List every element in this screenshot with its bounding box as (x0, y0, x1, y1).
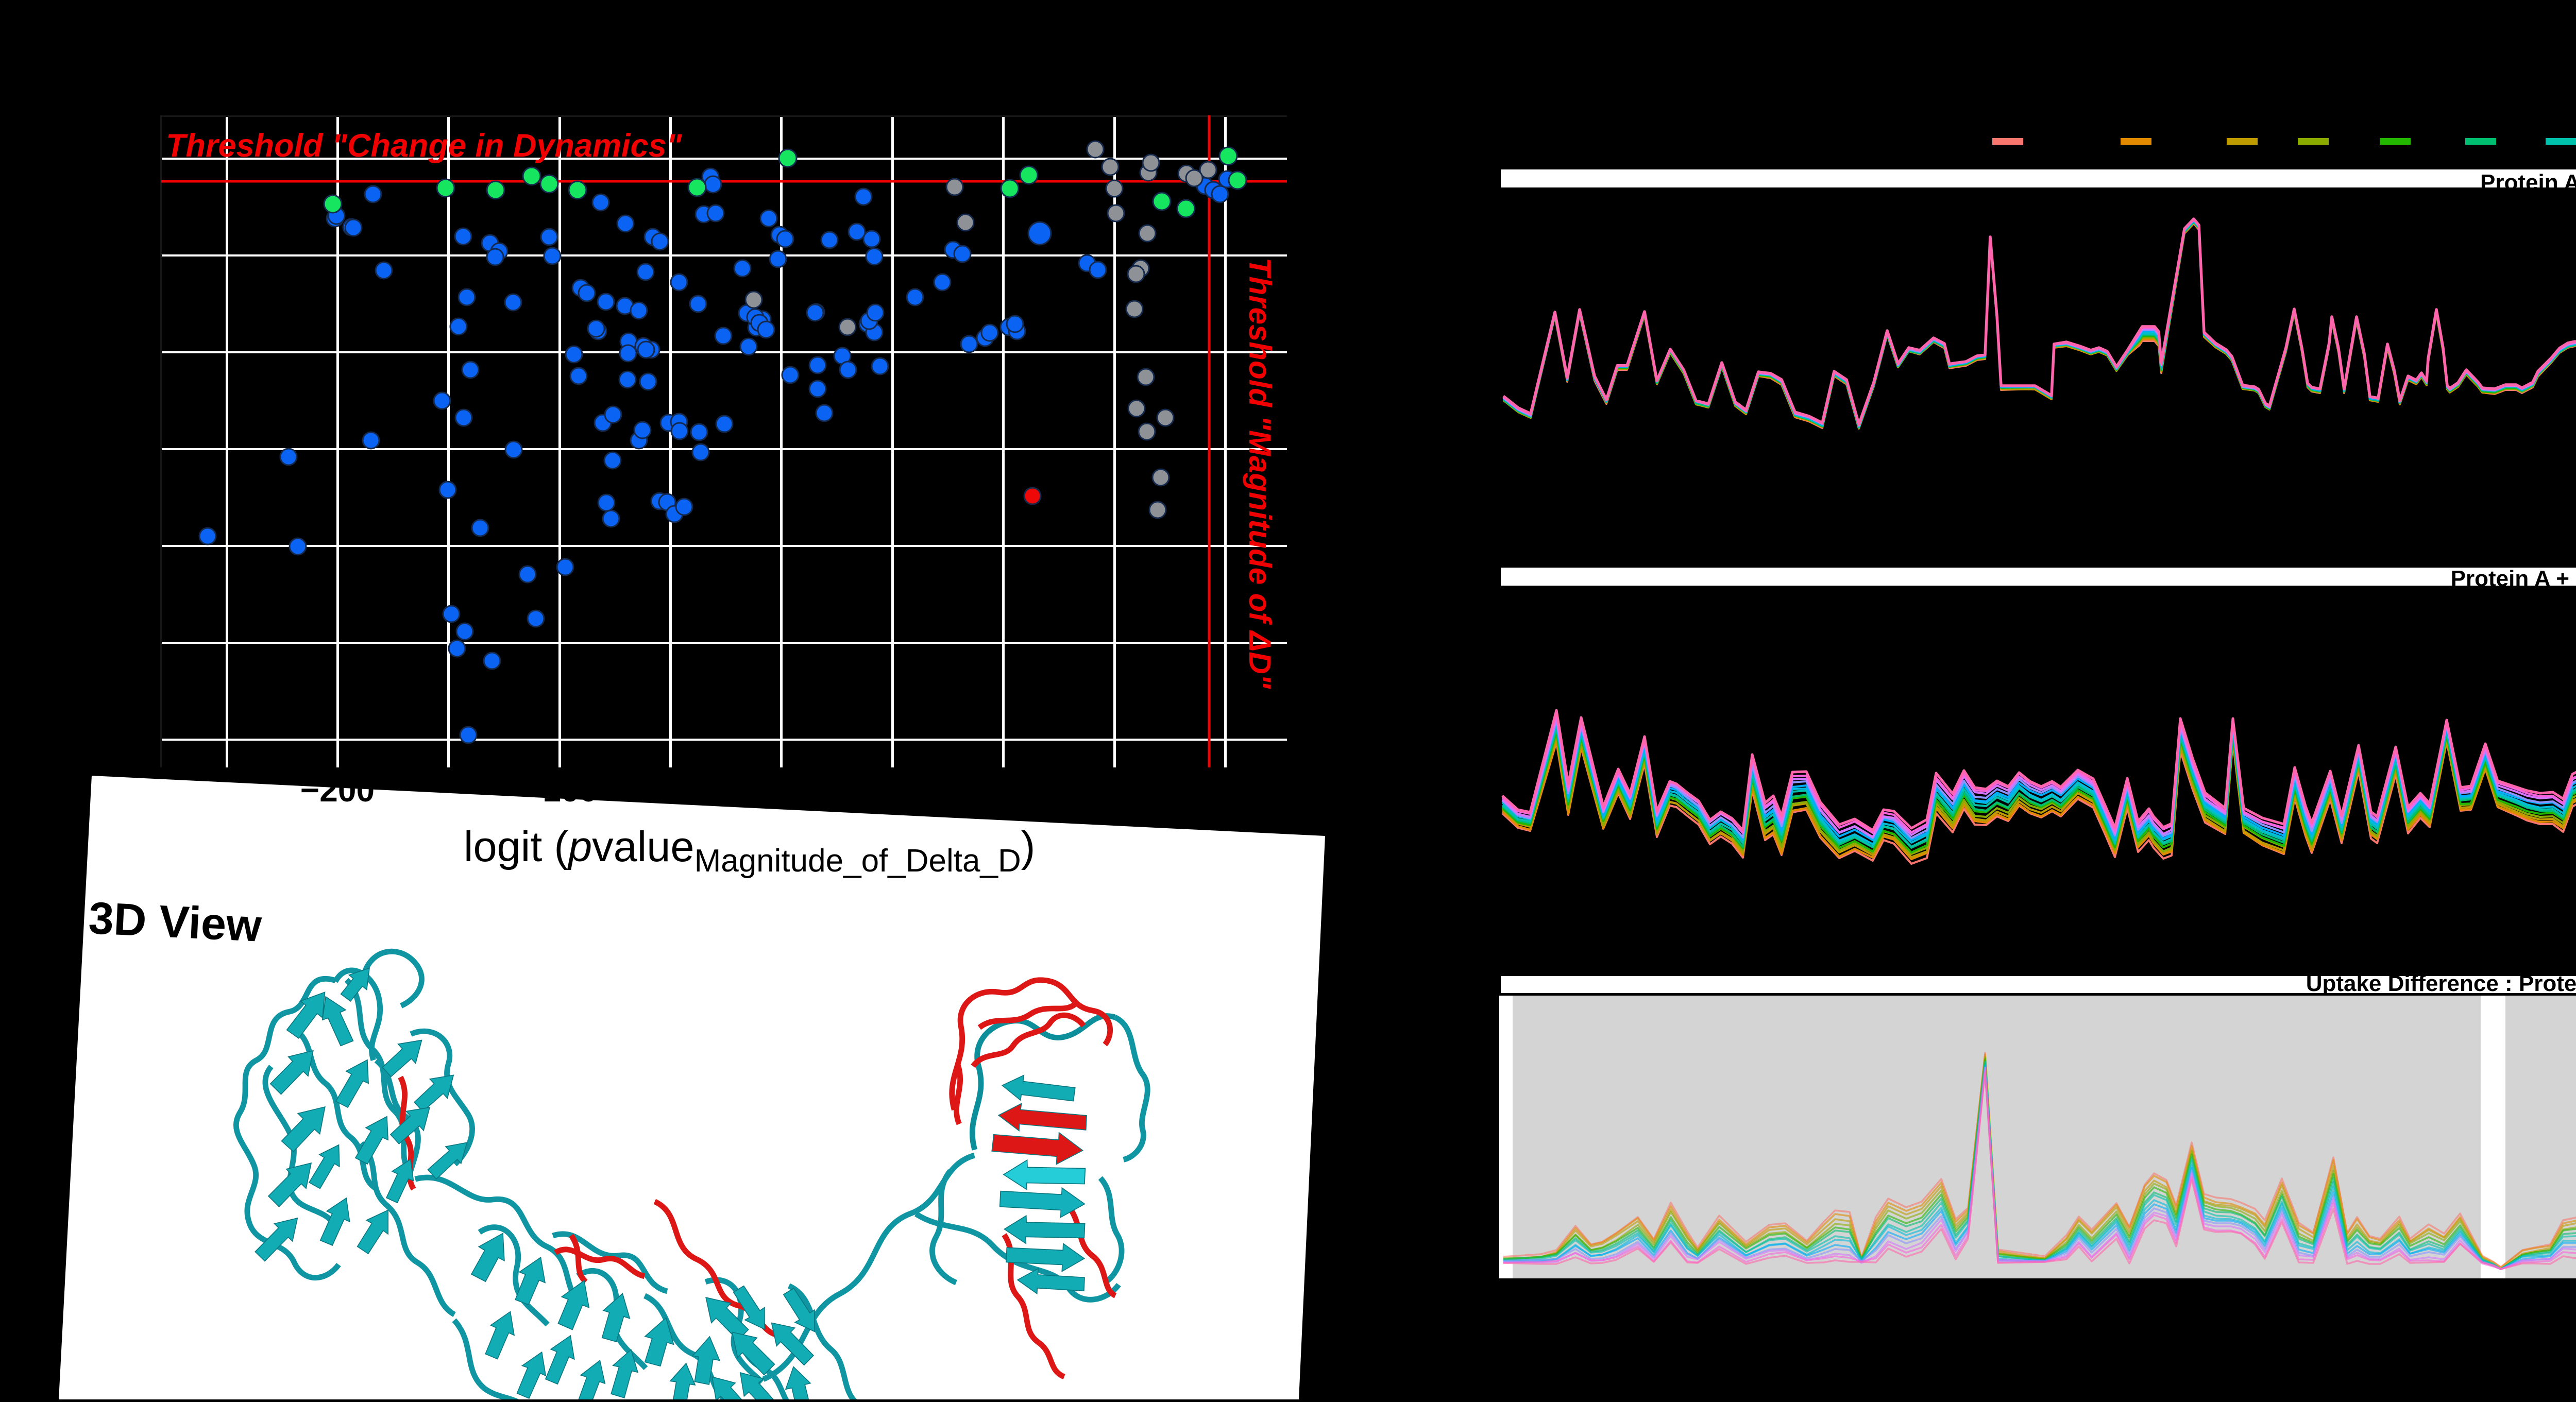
svg-text:−100: −100 (523, 772, 598, 809)
svg-text:Protein A: Protein A (2480, 170, 2576, 195)
svg-text:Protein A + Ligand: Protein A + Ligand (2451, 566, 2576, 591)
svg-text:Uptake Difference : Protein A: Uptake Difference : Protein A - (Protein… (2306, 971, 2576, 996)
svg-text:3D View: 3D View (88, 892, 263, 951)
svg-text:Threshold "Magnitude of ΔD": Threshold "Magnitude of ΔD" (1243, 258, 1277, 690)
svg-text:−200: −200 (300, 772, 375, 809)
svg-text:Threshold "Change in Dynamics": Threshold "Change in Dynamics" (166, 128, 683, 164)
